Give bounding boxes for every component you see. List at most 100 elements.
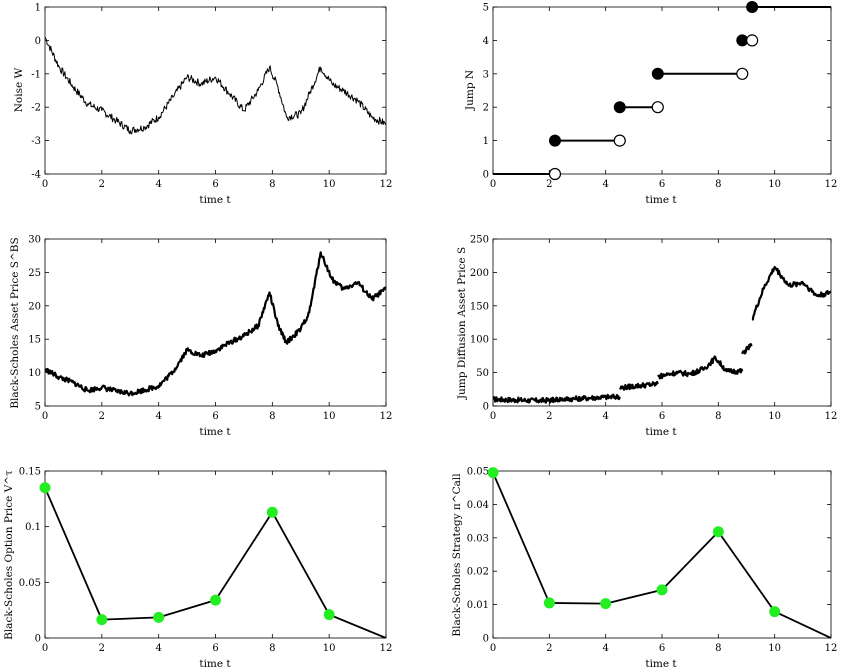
x-tick-label: 4 bbox=[602, 179, 608, 190]
filled-marker bbox=[613, 101, 626, 114]
y-tick-label: -4 bbox=[31, 170, 41, 181]
y-tick-label: 0.03 bbox=[467, 533, 489, 544]
x-tick-label: 8 bbox=[715, 411, 721, 422]
x-tick-label: 6 bbox=[659, 643, 665, 654]
y-tick-label: 1 bbox=[35, 3, 41, 14]
axes-frame bbox=[44, 6, 387, 175]
y-tick-label: 5 bbox=[35, 402, 41, 413]
x-tick-label: 6 bbox=[212, 179, 218, 190]
x-tick-label: 4 bbox=[602, 643, 608, 654]
data-point bbox=[656, 584, 668, 596]
x-tick-label: 6 bbox=[659, 179, 665, 190]
data-point bbox=[600, 598, 612, 610]
y-tick-label: 0.01 bbox=[467, 600, 489, 611]
data-point bbox=[487, 467, 499, 479]
panel-strategy: 0 2 4 6 8 10 12 0 0.01 0.02 0.03 0.04 0.05 time t Bl… bbox=[451, 467, 837, 671]
plot-area: 0 2 4 6 8 10 12 -4 -3 -2 -1 0 1 bbox=[31, 3, 392, 191]
y-axis-label: Black-Scholes Asset Price S^BS bbox=[9, 237, 21, 408]
plot-area: 0 2 4 6 8 10 12 0 0.01 0.02 0.03 0.04 0.05 bbox=[467, 467, 838, 655]
x-tick-label: 4 bbox=[155, 179, 161, 190]
series-line bbox=[493, 396, 556, 404]
axes-frame bbox=[492, 470, 832, 639]
y-tick-label: 100 bbox=[470, 335, 489, 346]
x-tick-label: 10 bbox=[768, 411, 781, 422]
series-line bbox=[657, 355, 744, 380]
y-tick-label: 5 bbox=[483, 3, 489, 14]
x-tick-label: 6 bbox=[212, 411, 218, 422]
y-tick-label: 0.05 bbox=[19, 578, 41, 589]
series-line bbox=[619, 380, 659, 391]
y-tick-label: 30 bbox=[28, 235, 41, 246]
x-tick-label: 10 bbox=[323, 643, 336, 654]
x-tick-label: 0 bbox=[490, 411, 496, 422]
data-point bbox=[712, 526, 724, 538]
y-tick-label: -1 bbox=[31, 69, 41, 80]
x-tick-label: 8 bbox=[715, 643, 721, 654]
x-tick-label: 6 bbox=[659, 411, 665, 422]
x-tick-label: 2 bbox=[99, 411, 105, 422]
open-marker bbox=[736, 67, 749, 80]
y-tick-label: 250 bbox=[470, 235, 489, 246]
y-tick-label: 0.1 bbox=[25, 522, 41, 533]
data-point bbox=[769, 606, 781, 618]
data-point bbox=[543, 597, 555, 609]
series-line bbox=[553, 393, 621, 403]
x-tick-label: 2 bbox=[546, 411, 552, 422]
series-line bbox=[45, 36, 386, 135]
open-marker bbox=[651, 101, 664, 114]
x-tick-label: 12 bbox=[825, 643, 838, 654]
x-axis-label: time t bbox=[645, 658, 677, 670]
x-tick-label: 0 bbox=[490, 643, 496, 654]
x-tick-label: 10 bbox=[768, 643, 781, 654]
panel-noise-w: 0 2 4 6 8 10 12 -4 -3 -2 -1 0 1 time t Noise W bbox=[13, 3, 392, 207]
y-tick-label: 200 bbox=[470, 268, 489, 279]
x-tick-label: 8 bbox=[269, 179, 275, 190]
y-tick-label: 0.02 bbox=[467, 567, 489, 578]
series-line bbox=[45, 487, 386, 638]
filled-marker bbox=[746, 1, 759, 13]
x-tick-label: 12 bbox=[380, 643, 393, 654]
y-tick-label: 1 bbox=[483, 136, 489, 147]
data-point bbox=[39, 482, 51, 494]
axes-frame bbox=[492, 238, 832, 407]
y-tick-label: 10 bbox=[28, 368, 41, 379]
plot-area: 0 2 4 6 8 10 12 0 50 100 150 200 250 bbox=[470, 235, 837, 423]
data-point bbox=[323, 609, 335, 621]
plot-area: 0 2 4 6 8 10 12 5 10 15 20 25 30 bbox=[28, 235, 392, 423]
y-tick-label: 4 bbox=[483, 36, 489, 47]
x-tick-label: 0 bbox=[42, 643, 48, 654]
data-point bbox=[96, 614, 108, 626]
y-tick-label: 0 bbox=[483, 170, 489, 181]
x-axis-label: time t bbox=[645, 426, 677, 438]
x-tick-label: 2 bbox=[546, 179, 552, 190]
y-axis-label: Noise W bbox=[13, 67, 25, 112]
y-tick-label: 0 bbox=[483, 634, 489, 645]
x-tick-label: 8 bbox=[715, 179, 721, 190]
x-axis-label: time t bbox=[645, 194, 677, 206]
x-axis-label: time t bbox=[199, 658, 231, 670]
x-tick-label: 6 bbox=[212, 643, 218, 654]
x-tick-label: 0 bbox=[42, 411, 48, 422]
x-tick-label: 12 bbox=[825, 179, 838, 190]
x-tick-label: 2 bbox=[99, 179, 105, 190]
x-tick-label: 8 bbox=[269, 411, 275, 422]
y-tick-label: 0 bbox=[35, 36, 41, 47]
y-tick-label: 50 bbox=[476, 368, 489, 379]
x-tick-label: 8 bbox=[269, 643, 275, 654]
y-tick-label: 15 bbox=[28, 335, 41, 346]
axes-frame bbox=[492, 6, 832, 175]
y-tick-label: 0 bbox=[35, 634, 41, 645]
series-line bbox=[751, 265, 831, 321]
x-tick-label: 4 bbox=[155, 411, 161, 422]
panel-bs-asset-price: 0 2 4 6 8 10 12 5 10 15 20 25 30 time t Black-Schole… bbox=[9, 235, 392, 439]
panel-option-price: 0 2 4 6 8 10 12 0 0.05 0.1 0.15 time t Black-Schol… bbox=[3, 467, 392, 671]
y-tick-label: -3 bbox=[31, 136, 41, 147]
panel-jump-diffusion-price: 0 2 4 6 8 10 12 0 50 100 150 200 250 time t Jump Dif… bbox=[456, 235, 837, 439]
y-tick-label: 2 bbox=[483, 103, 489, 114]
data-point bbox=[153, 611, 165, 623]
y-axis-label: Black-Scholes Strategy π^Call bbox=[451, 473, 463, 637]
y-axis-label: Black-Scholes Option Price V^τ bbox=[3, 470, 15, 640]
x-tick-label: 0 bbox=[490, 179, 496, 190]
x-tick-label: 2 bbox=[546, 643, 552, 654]
